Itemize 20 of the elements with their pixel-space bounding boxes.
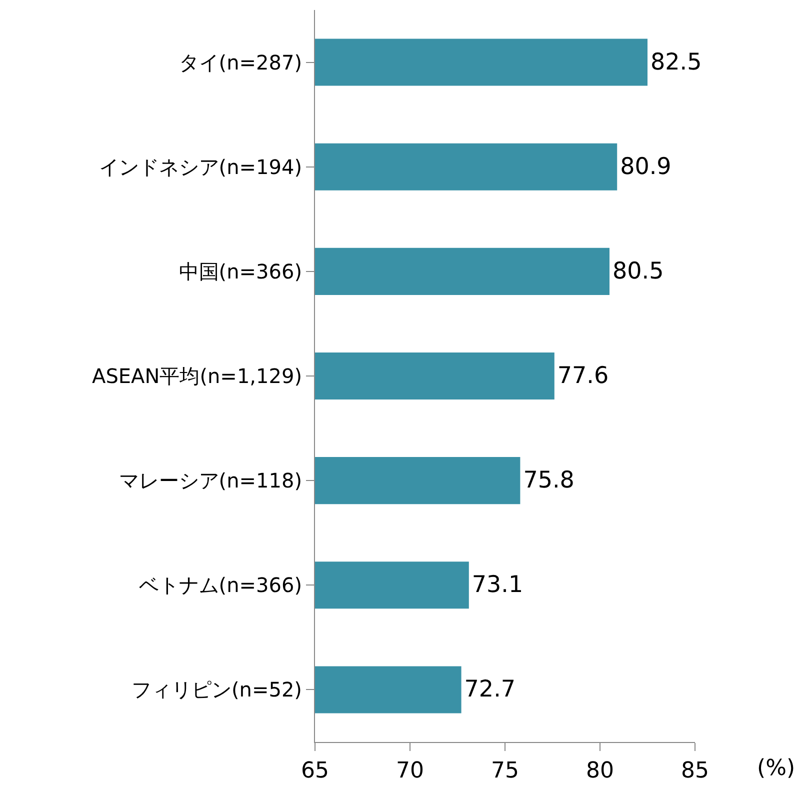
data-label: 73.1 <box>472 572 524 598</box>
x-tick-label: 65 <box>301 758 329 784</box>
x-tick-label: 70 <box>396 758 424 784</box>
y-tick-label: ASEAN平均(n=1,129) <box>92 364 302 388</box>
y-tick-label: タイ(n=287) <box>178 50 302 74</box>
x-axis-title: (%) <box>757 756 796 781</box>
data-label: 82.5 <box>650 49 702 76</box>
x-tick-label: 75 <box>491 758 519 784</box>
data-label: 80.5 <box>612 258 664 284</box>
data-label: 75.8 <box>523 468 574 494</box>
y-tick-label: 中国(n=366) <box>178 259 302 284</box>
data-label: 72.7 <box>464 676 516 703</box>
y-tick-label: ベトナム(n=366) <box>138 573 302 598</box>
y-tick-label: マレーシア(n=118) <box>118 468 302 493</box>
data-label: 80.9 <box>620 154 672 180</box>
y-tick-label: フィリピン(n=52) <box>132 678 302 702</box>
data-label: 77.6 <box>557 363 609 389</box>
x-tick-label: 80 <box>586 758 614 784</box>
x-tick-label: 85 <box>681 758 709 784</box>
y-tick-label: インドネシア(n=194) <box>98 154 302 179</box>
